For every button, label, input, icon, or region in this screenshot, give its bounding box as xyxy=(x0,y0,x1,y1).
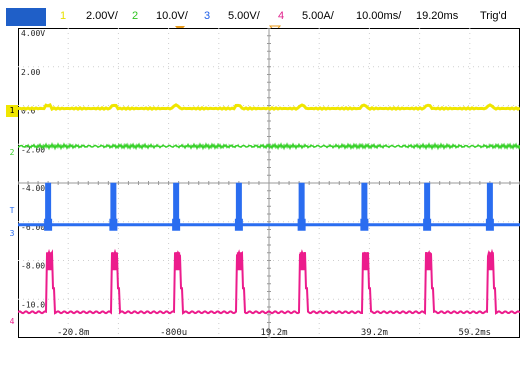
ch1-ground-marker[interactable]: 1 xyxy=(6,105,18,117)
ch4-scale[interactable]: 5.00A/ xyxy=(302,10,334,22)
x-axis-label: 59.2ms xyxy=(459,328,492,338)
ch3-pulse xyxy=(173,182,180,225)
timebase-readout[interactable]: 10.00ms/ xyxy=(356,10,402,22)
ch4-ground-marker[interactable]: 4 xyxy=(9,317,15,326)
ch2-ground-marker[interactable]: 2 xyxy=(9,148,15,157)
ch3-pulse xyxy=(110,182,117,225)
ch3-pulse xyxy=(45,182,52,225)
ch4-trace xyxy=(18,248,520,315)
ch4-pulse xyxy=(236,252,243,271)
ch4-pulse xyxy=(111,252,118,271)
x-axis-label: -800u xyxy=(160,328,187,338)
ch3-pulse-base xyxy=(423,218,432,231)
waveform-area[interactable]: 4.00V 2.00 0.0 -2.00 -4.00 -6.00 -8.00 -10.0 -20… xyxy=(18,28,520,338)
y-axis-label: 4.00V xyxy=(21,29,45,38)
ch4-pulse xyxy=(46,252,53,271)
ch2-number[interactable]: 2 xyxy=(132,10,139,22)
ch1-number[interactable]: 1 xyxy=(60,10,67,22)
x-axis-label: 19.2m xyxy=(260,328,287,338)
y-axis-label: -10.0 xyxy=(21,300,45,309)
ch3-pulse-base xyxy=(109,218,118,231)
waveform-svg: 4.00V 2.00 0.0 -2.00 -4.00 -6.00 -8.00 -10.0 -20… xyxy=(18,28,520,338)
y-axis-label: 0.0 xyxy=(21,107,36,116)
ch3-pulse-base xyxy=(485,218,494,231)
ch3-pulse xyxy=(361,182,368,225)
ch3-pulse-base xyxy=(44,218,53,231)
delay-readout[interactable]: 19.20ms xyxy=(416,10,459,22)
ch3-pulse xyxy=(298,182,305,225)
ch3-pulse xyxy=(486,182,493,225)
ch3-pulse xyxy=(424,182,431,225)
status-bar: 1 2.00V/ 2 10.0V/ 3 5.00V/ 4 5.00A/ 10.0… xyxy=(6,8,526,26)
ch2-trace xyxy=(18,142,520,151)
ch3-number[interactable]: 3 xyxy=(204,10,211,22)
ch3-pulse-base xyxy=(360,218,369,231)
trigger-status[interactable]: Trig'd xyxy=(480,10,507,22)
ch1-scale[interactable]: 2.00V/ xyxy=(86,10,118,22)
y-axis-label: 2.00 xyxy=(21,68,40,77)
y-axis-label: -4.00 xyxy=(21,184,45,193)
ch4-pulse xyxy=(362,252,369,271)
x-axis-label: 39.2m xyxy=(361,328,388,338)
x-axis-label: -20.8m xyxy=(57,328,90,338)
y-axis-label: -2.00 xyxy=(21,145,45,154)
ch3-pulse-base xyxy=(297,218,306,231)
ch4-pulse xyxy=(299,252,306,271)
ch4-pulse xyxy=(425,252,432,271)
ch3-pulse-base xyxy=(234,218,243,231)
ch3-pulse xyxy=(235,182,242,225)
ch2-scale[interactable]: 10.0V/ xyxy=(156,10,188,22)
ch4-pulse xyxy=(487,252,494,271)
ch1-trace xyxy=(18,103,520,112)
run-status-badge[interactable] xyxy=(6,8,46,26)
ch4-number[interactable]: 4 xyxy=(278,10,285,22)
ch3-pulse-base xyxy=(172,218,181,231)
trigger-level-marker[interactable]: T xyxy=(9,206,15,215)
ch3-ground-marker[interactable]: 3 xyxy=(9,229,15,238)
y-axis-label: -6.00 xyxy=(21,223,45,232)
ch4-pulse xyxy=(174,252,181,271)
y-axis-label: -8.00 xyxy=(21,262,45,271)
ch3-scale[interactable]: 5.00V/ xyxy=(228,10,260,22)
